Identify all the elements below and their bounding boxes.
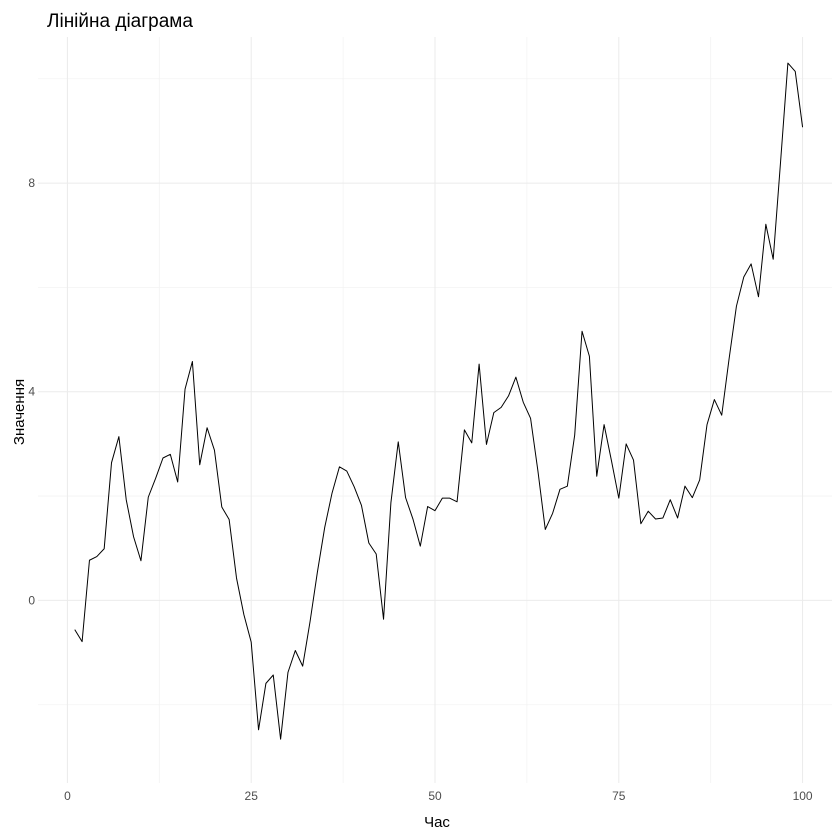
grid: [38, 37, 832, 783]
x-tick-label: 75: [612, 789, 626, 803]
x-axis-title: Час: [424, 814, 450, 831]
y-axis-title: Значення: [11, 379, 28, 445]
x-tick-label: 25: [245, 789, 259, 803]
tick-labels: 0 25 50 75 100 0 4 8: [28, 176, 813, 803]
y-tick-label: 8: [28, 176, 35, 190]
series-line: [74, 62, 804, 740]
x-tick-label: 0: [64, 789, 71, 803]
x-tick-label: 50: [428, 789, 442, 803]
y-tick-label: 4: [28, 385, 35, 399]
x-tick-label: 100: [793, 789, 813, 803]
series-layer: [74, 62, 804, 740]
y-tick-label: 0: [28, 593, 35, 607]
chart-title: Лінійна діаграма: [47, 11, 193, 32]
